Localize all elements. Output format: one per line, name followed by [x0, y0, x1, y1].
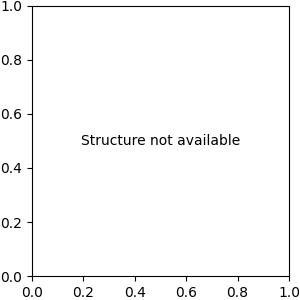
Text: Structure not available: Structure not available	[81, 134, 240, 148]
